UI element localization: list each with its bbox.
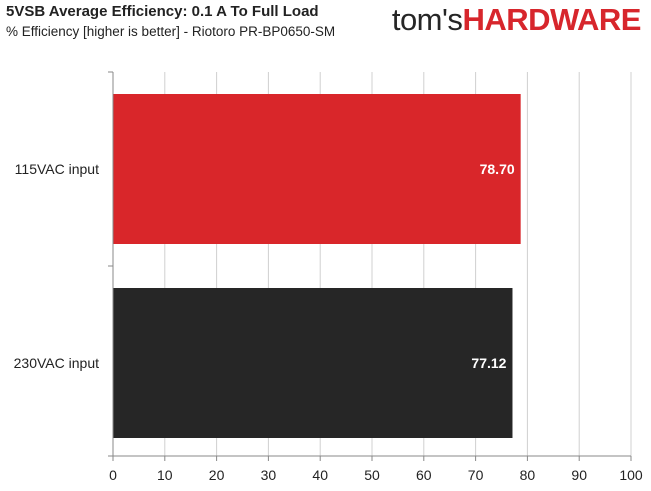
value-label: 77.12: [471, 355, 506, 371]
brand-logo-part1: tom's: [391, 2, 463, 37]
x-tick-label: 100: [619, 467, 643, 483]
x-tick-label: 90: [571, 467, 587, 483]
chart-title: 5VSB Average Efficiency: 0.1 A To Full L…: [6, 3, 319, 20]
x-tick-label: 70: [468, 467, 484, 483]
x-tick-label: 40: [312, 467, 328, 483]
x-tick-label: 50: [364, 467, 380, 483]
brand-logo-part2: HARDWARE: [462, 2, 641, 37]
category-label: 230VAC input: [14, 355, 99, 371]
bar: [113, 94, 521, 244]
x-tick-label: 10: [157, 467, 173, 483]
category-label: 115VAC input: [15, 161, 99, 177]
bar: [113, 288, 513, 438]
value-label: 78.70: [480, 161, 515, 177]
x-tick-label: 20: [209, 467, 225, 483]
chart-subtitle: % Efficiency [higher is better] - Riotor…: [6, 24, 336, 39]
x-tick-label: 0: [109, 467, 117, 483]
x-tick-label: 30: [261, 467, 277, 483]
x-tick-label: 60: [416, 467, 432, 483]
brand-logo: tom'sHARDWARE: [391, 2, 642, 38]
x-tick-label: 80: [520, 467, 536, 483]
